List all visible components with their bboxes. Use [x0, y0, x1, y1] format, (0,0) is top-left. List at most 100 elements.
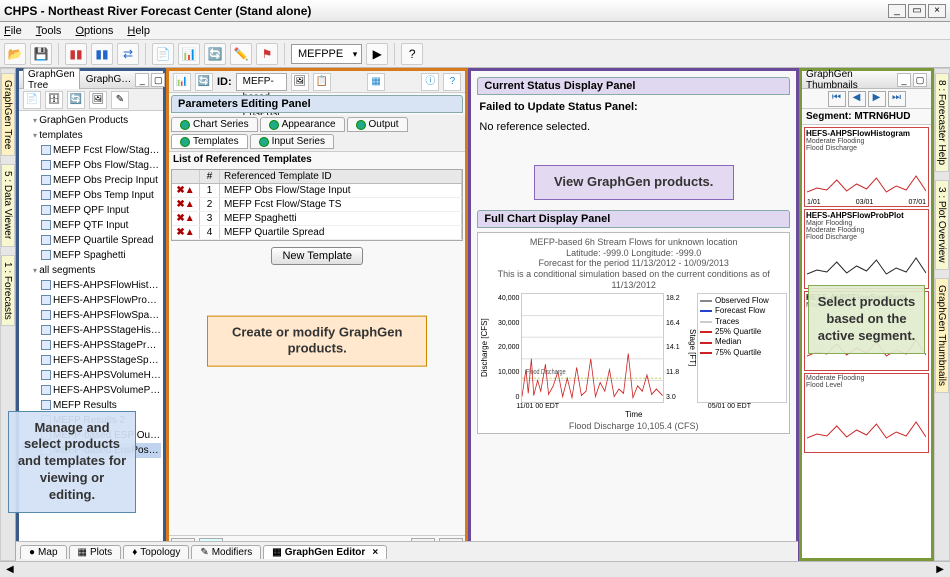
tool-bars-icon[interactable]: ▮▮	[65, 43, 87, 65]
editor-panel: 📊 🔄 ID: MEFP-based EnsPost Output 🖼 📋 ▦ …	[166, 68, 468, 561]
tool-save-icon[interactable]: 💾	[30, 43, 52, 65]
menu-help[interactable]: Help	[127, 25, 150, 37]
subtab-appearance[interactable]: Appearance	[260, 117, 345, 132]
tree-tab1[interactable]: GraphGen Tree	[23, 68, 80, 92]
subtab-output[interactable]: Output	[347, 117, 408, 132]
tree-tab2[interactable]: GraphG…	[82, 74, 136, 85]
panel-close-icon[interactable]: ▢	[151, 73, 165, 87]
tree-folder[interactable]: all segments	[21, 263, 161, 278]
statusbar-left-icon[interactable]: ◀	[6, 564, 14, 575]
rail-graphgen-tree[interactable]: GraphGen Tree	[1, 73, 15, 156]
rail-forecasts[interactable]: 1 : Forecasts	[1, 255, 15, 327]
tree-item[interactable]: HEFS-AHPSFlowHistogra	[21, 278, 161, 293]
tree-item[interactable]: MEFP Obs Temp Input	[21, 188, 161, 203]
subtab-input-series[interactable]: Input Series	[250, 134, 334, 149]
tree-item[interactable]: HEFS-AHPSStageHistogr	[21, 323, 161, 338]
tree-item[interactable]: HEFS-AHPSFlowProbPlot	[21, 293, 161, 308]
editor-icon4[interactable]: 📋	[313, 73, 331, 91]
bottom-tab[interactable]: ✎Modifiers	[191, 545, 261, 559]
table-row[interactable]: ✖▲2MEFP Fcst Flow/Stage TS	[172, 198, 462, 212]
subtab-templates[interactable]: Templates	[171, 134, 248, 149]
menu-options[interactable]: Options	[75, 25, 113, 37]
toolbar-dropdown[interactable]: MEFPPE	[291, 44, 362, 64]
menu-tools[interactable]: Tools	[36, 25, 62, 37]
tree-item[interactable]: HEFS-AHPSVolumeHisto	[21, 368, 161, 383]
menu-file[interactable]: File	[4, 25, 22, 37]
thumbs-prev-icon[interactable]: ◀	[848, 91, 866, 107]
thumbnail[interactable]: HEFS-AHPSFlowProbPlotMajor FloodingModer…	[804, 209, 929, 289]
tool-play-icon[interactable]: ▶	[366, 43, 388, 65]
tool-doc-icon[interactable]: 📄	[152, 43, 174, 65]
thumbnail[interactable]: HEFS-AHPSFlowHistogramModerate FloodingF…	[804, 127, 929, 207]
tree-img-icon[interactable]: 🖼	[89, 91, 107, 109]
tool-chart-icon[interactable]: 📊	[178, 43, 200, 65]
chart-legend: Observed FlowForecast FlowTraces25% Quar…	[697, 293, 787, 403]
bottom-tab[interactable]: ▦GraphGen Editor×	[263, 545, 387, 559]
chart-footer: Flood Discharge 10,105.4 (CFS)	[480, 419, 787, 431]
minimize-button[interactable]: _	[888, 4, 906, 18]
titlebar: CHPS - Northeast River Forecast Center (…	[0, 0, 950, 22]
editor-icon3[interactable]: 🖼	[291, 73, 309, 91]
rail-plot-overview[interactable]: 3 : Plot Overview	[935, 180, 949, 270]
tool-open-icon[interactable]: 📂	[4, 43, 26, 65]
tree-new-icon[interactable]: 📄	[23, 91, 41, 109]
tree-item[interactable]: HEFS-AHPSStageSpaghe	[21, 353, 161, 368]
tree-item[interactable]: HEFS-AHPSStageProbPlo	[21, 338, 161, 353]
tool-flag-icon[interactable]: ⚑	[256, 43, 278, 65]
tree-item[interactable]: MEFP Quartile Spread	[21, 233, 161, 248]
rail-forecaster-help[interactable]: 8 : Forecaster Help	[935, 73, 949, 172]
tool-arrows-icon[interactable]: ⇄	[117, 43, 139, 65]
editor-info-icon[interactable]: ⓘ	[421, 73, 439, 91]
panel-min-icon[interactable]: _	[135, 73, 149, 87]
thumbs-min-icon[interactable]: _	[897, 73, 911, 87]
thumbnail[interactable]: Moderate FloodingFlood Level	[804, 373, 929, 453]
editor-help-icon[interactable]: ?	[443, 73, 461, 91]
table-row[interactable]: ✖▲4MEFP Quartile Spread	[172, 226, 462, 240]
thumbs-list[interactable]: Select products based on the active segm…	[802, 125, 931, 558]
tree-item[interactable]: MEFP Obs Precip Input	[21, 173, 161, 188]
table-row[interactable]: ✖▲3MEFP Spaghetti	[172, 212, 462, 226]
id-field[interactable]: MEFP-based EnsPost Output	[236, 73, 287, 91]
y-axis-label: Discharge [CFS]	[480, 293, 489, 403]
tree-item[interactable]: MEFP Spaghetti	[21, 248, 161, 263]
tool-edit-icon[interactable]: ✏️	[230, 43, 252, 65]
statusbar-right-icon[interactable]: ▶	[936, 564, 944, 575]
tree-item[interactable]: HEFS-AHPSVolumeProbF	[21, 383, 161, 398]
tree-root[interactable]: GraphGen Products	[21, 113, 161, 128]
thumbs-first-icon[interactable]: ⏮	[828, 91, 846, 107]
tree-item[interactable]: MEFP QTF Input	[21, 218, 161, 233]
maximize-button[interactable]: ▭	[908, 4, 926, 18]
tree-item[interactable]: MEFP QPF Input	[21, 203, 161, 218]
bottom-tab[interactable]: ▦Plots	[69, 545, 122, 559]
tree-item[interactable]: MEFP Fcst Flow/Stage TS	[21, 143, 161, 158]
right-rail: 8 : Forecaster Help 3 : Plot Overview Gr…	[934, 68, 950, 561]
close-button[interactable]: ×	[928, 4, 946, 18]
y-ticks: 40,00030,00020,00010,0000	[489, 293, 521, 403]
thumbs-last-icon[interactable]: ⏭	[888, 91, 906, 107]
tool-bars2-icon[interactable]: ▮▮	[91, 43, 113, 65]
editor-icon1[interactable]: 📊	[173, 73, 191, 91]
tree-edit-icon[interactable]: ✎	[111, 91, 129, 109]
bottom-tab[interactable]: ♦Topology	[123, 545, 189, 559]
subtab-chart-series[interactable]: Chart Series	[171, 117, 258, 132]
tool-refresh-icon[interactable]: 🔄	[204, 43, 226, 65]
tree-panel: GraphGen Tree GraphG… _▢ 📄 🗄 🔄 🖼 ✎ Graph…	[16, 68, 166, 561]
tree-folder[interactable]: templates	[21, 128, 161, 143]
statusbar: ◀ ▶	[0, 561, 950, 577]
bottom-tab[interactable]: ●Map	[20, 545, 67, 559]
tree-db-icon[interactable]: 🗄	[45, 91, 63, 109]
chart-caption: MEFP-based 6h Stream Flows for unknown l…	[480, 235, 787, 293]
rail-graphgen-thumbnails[interactable]: GraphGen Thumbnails	[935, 278, 949, 393]
table-row[interactable]: ✖▲1MEFP Obs Flow/Stage Input	[172, 184, 462, 198]
tool-help-icon[interactable]: ?	[401, 43, 423, 65]
editor-grid-icon[interactable]: ▦	[367, 73, 385, 91]
tree-item[interactable]: HEFS-AHPSFlowSpaghet	[21, 308, 161, 323]
tree-refresh-icon[interactable]: 🔄	[67, 91, 85, 109]
rail-data-viewer[interactable]: 5 : Data Viewer	[1, 164, 15, 246]
editor-icon2[interactable]: 🔄	[195, 73, 213, 91]
tree-item[interactable]: MEFP Obs Flow/Stage Ir	[21, 158, 161, 173]
new-template-button[interactable]: New Template	[271, 247, 363, 265]
thumbs-max-icon[interactable]: ▢	[913, 73, 927, 87]
chart-plot[interactable]: Flood Discharge	[521, 293, 664, 403]
thumbs-next-icon[interactable]: ▶	[868, 91, 886, 107]
